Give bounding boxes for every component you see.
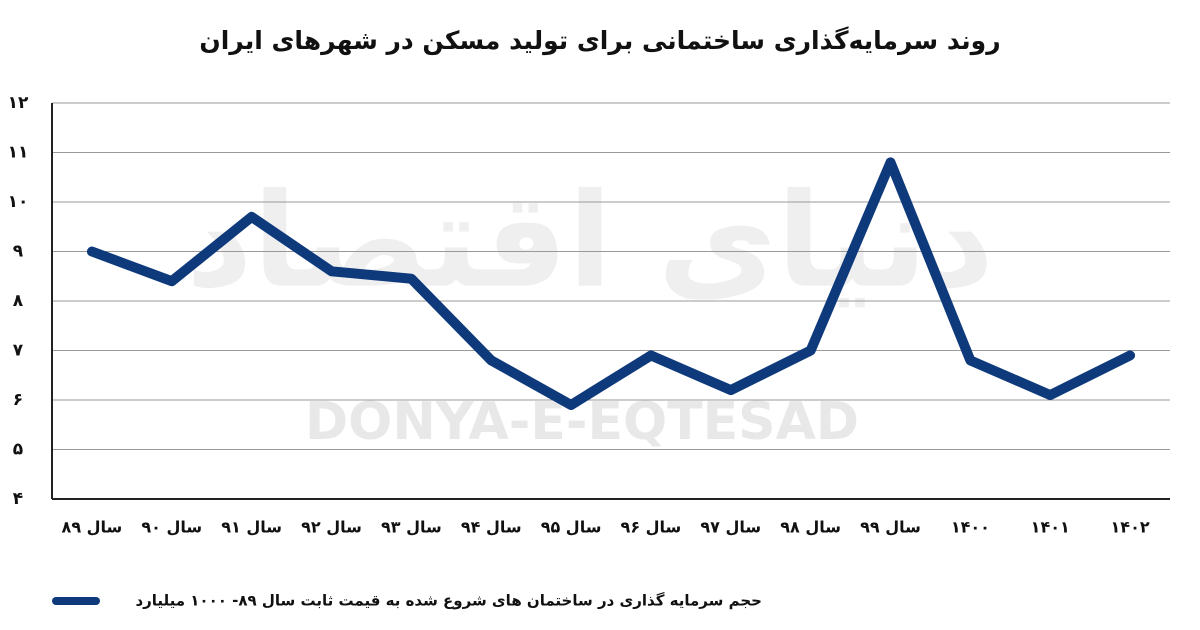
x-tick-label: سال ۹۵ bbox=[541, 518, 602, 537]
x-tick-label: سال ۹۶ bbox=[621, 518, 682, 537]
y-tick-label: ۱۱ bbox=[8, 143, 29, 163]
x-tick-label: سال ۸۹ bbox=[62, 518, 123, 537]
x-tick-label: سال ۹۲ bbox=[301, 518, 362, 537]
x-tick-label: سال ۹۳ bbox=[381, 518, 442, 537]
y-tick-label: ۴ bbox=[13, 489, 23, 509]
line-series bbox=[86, 157, 1136, 410]
x-tick-label: سال ۹۸ bbox=[780, 518, 841, 537]
y-tick-label: ۵ bbox=[13, 440, 23, 460]
x-tick-label: سال ۹۹ bbox=[860, 518, 921, 537]
x-tick-label: سال ۹۱ bbox=[221, 518, 282, 537]
y-tick-label: ۸ bbox=[13, 291, 24, 311]
x-tick-label: ۱۴۰۱ bbox=[1031, 518, 1070, 537]
chart-title: روند سرمایه‌گذاری ساختمانی برای تولید مس… bbox=[199, 26, 1000, 56]
legend-label: حجم سرمایه گذاری در ساختمان های شروع شده… bbox=[135, 592, 762, 610]
y-tick-label: ۹ bbox=[13, 242, 24, 262]
y-tick-label: ۷ bbox=[13, 341, 24, 361]
y-tick-label: ۱۰ bbox=[8, 192, 29, 212]
y-tick-label: ۱۲ bbox=[8, 93, 29, 113]
x-tick-label: سال ۹۷ bbox=[700, 518, 761, 537]
x-tick-label: ۱۴۰۲ bbox=[1111, 518, 1150, 537]
x-tick-label: سال ۹۴ bbox=[461, 518, 522, 537]
x-tick-label: سال ۹۰ bbox=[141, 518, 202, 537]
x-tick-label: ۱۴۰۰ bbox=[951, 518, 990, 537]
y-tick-label: ۶ bbox=[13, 390, 23, 410]
watermark: دنیای اقتصاد bbox=[186, 165, 994, 317]
